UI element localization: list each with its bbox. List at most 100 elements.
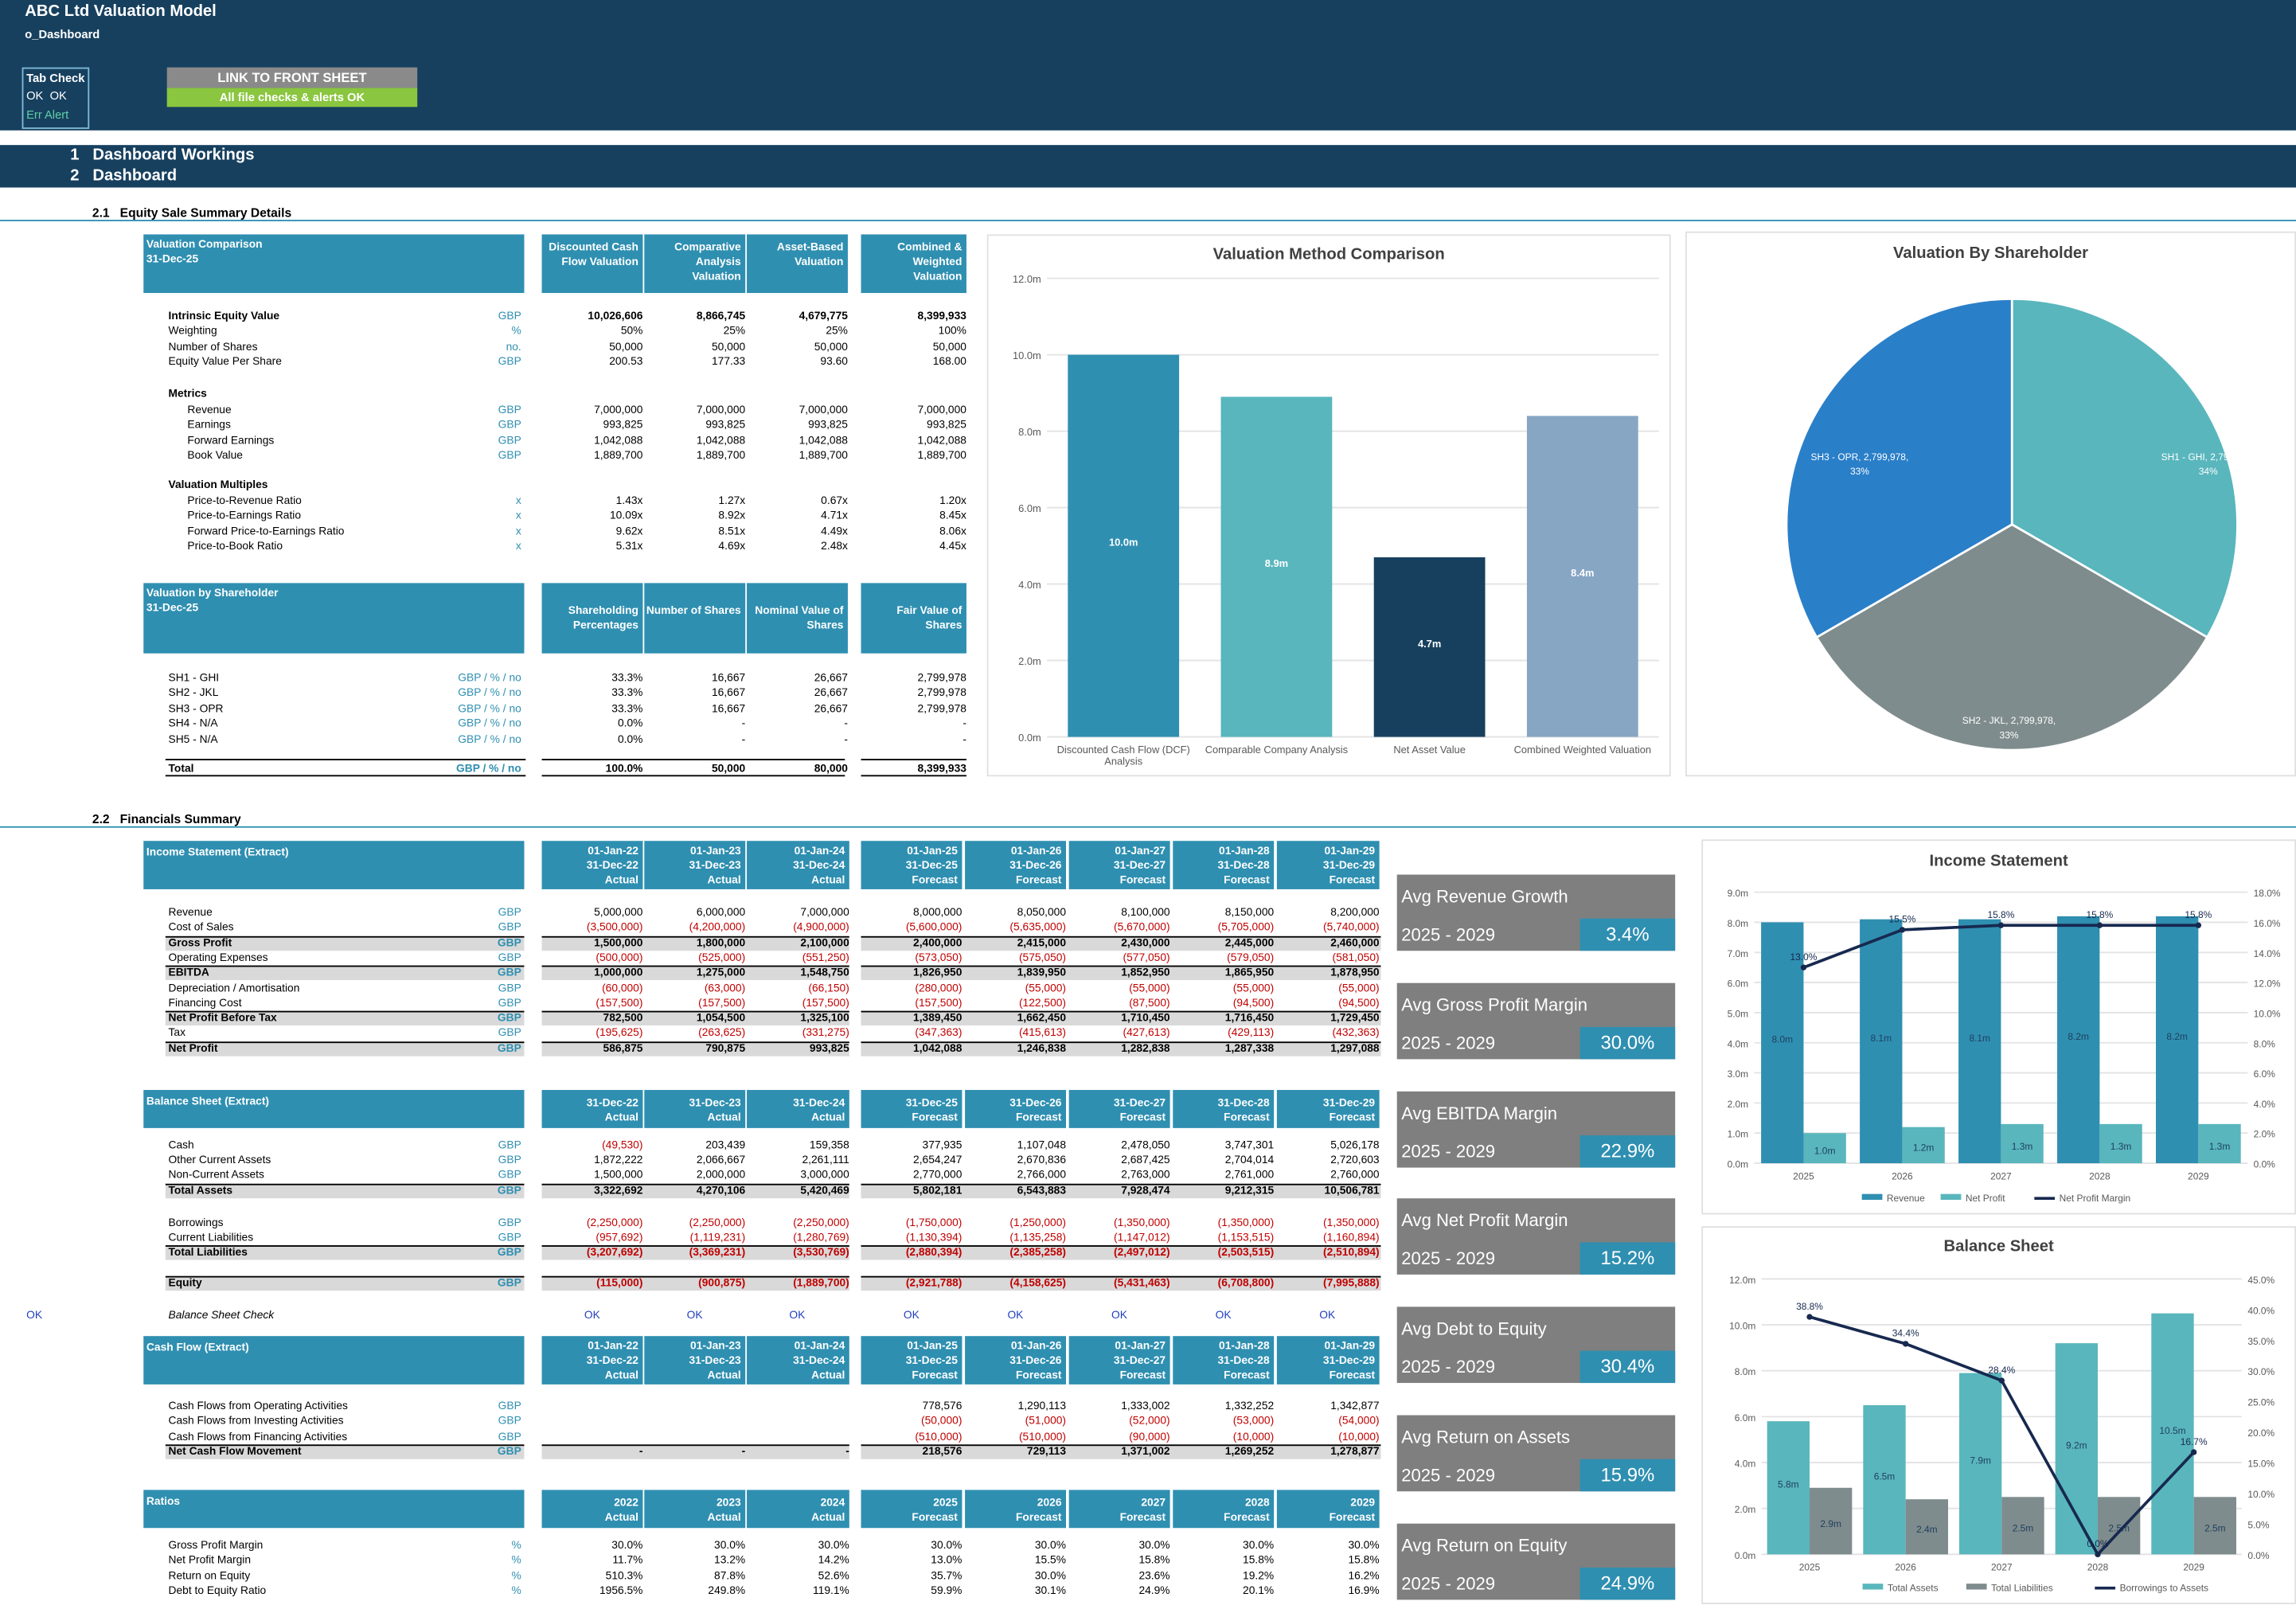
value: 993,825	[809, 1041, 849, 1055]
balance-check-value: OK	[1111, 1308, 1127, 1322]
value: 9,212,315	[1224, 1183, 1275, 1197]
chart-panel-valuation-comparison: Valuation Method Comparison 0.0m 2.0m 4.0m…	[986, 234, 1671, 777]
value: 30.0%	[611, 1538, 643, 1552]
value: 7,000,000	[799, 403, 848, 416]
y2-tick-label: 4.0%	[2254, 1099, 2276, 1110]
unit: GBP	[497, 1010, 521, 1025]
unit: GBP / % / no	[458, 685, 521, 700]
unit: %	[511, 1584, 521, 1598]
value: 4.49x	[821, 524, 848, 537]
nav-item-dashboard[interactable]: 2 Dashboard	[70, 166, 178, 185]
value: (1,350,000)	[1217, 1216, 1275, 1229]
value: 5,420,469	[800, 1183, 849, 1197]
link-to-front-sheet-button[interactable]: LINK TO FRONT SHEET	[166, 67, 418, 88]
value: 8,399,933	[917, 309, 966, 322]
header-text: Forecast	[1329, 1368, 1376, 1382]
value: 80,000	[814, 761, 848, 775]
value: 2,799,978	[917, 670, 966, 685]
value: (347,363)	[915, 1025, 963, 1040]
header-text: Ratios	[146, 1494, 181, 1508]
value: (7,995,888)	[1323, 1275, 1380, 1290]
header-text: Balance Sheet (Extract)	[146, 1094, 270, 1108]
shareholder-col-header: Nominal Value of Shares	[747, 583, 848, 654]
header-text: Actual	[707, 1510, 741, 1524]
value: 1,282,838	[1121, 1041, 1170, 1055]
value: 1,054,500	[696, 1010, 746, 1025]
value: (1,135,258)	[1009, 1230, 1067, 1244]
row-bar	[861, 759, 966, 773]
value: 1,107,048	[1017, 1138, 1067, 1152]
y-tick-label: 0.0m	[1018, 732, 1041, 744]
value: 35.7%	[931, 1568, 963, 1582]
value: (54,000)	[1338, 1414, 1380, 1427]
section-title-2-1: 2.1 Equity Sale Summary Details	[92, 205, 292, 221]
pie-slice	[1785, 297, 2013, 639]
data-label: 8.2m	[2166, 1031, 2188, 1042]
value: (60,000)	[602, 980, 643, 994]
value: 2,761,000	[1224, 1167, 1275, 1181]
header-text: 31-Dec-23	[689, 858, 741, 872]
value: -	[963, 717, 966, 730]
value: 13.0%	[931, 1553, 963, 1567]
cashflow-header-col: 01-Jan-28 31-Dec-28 Forecast	[1173, 1336, 1275, 1385]
row-bar	[165, 759, 526, 773]
value: 7,000,000	[917, 403, 966, 416]
bar	[1958, 1373, 2002, 1555]
legend-swatch	[1862, 1584, 1884, 1590]
total-row-bg	[861, 965, 1381, 981]
value: 6,000,000	[696, 905, 746, 919]
y-tick-label: 8.0m	[1018, 426, 1041, 438]
line-label: 13.0%	[1790, 951, 1818, 963]
header-text: 31-Dec-29	[1322, 1096, 1376, 1109]
unit: GBP	[498, 951, 521, 964]
y-tick-label: 2.0m	[1728, 1099, 1749, 1110]
value: 1.43x	[615, 494, 643, 507]
value: 10,026,606	[588, 309, 643, 322]
value: 30.0%	[1243, 1538, 1275, 1552]
header-text: 01-Jan-24	[794, 843, 845, 857]
pie-slice	[2010, 297, 2239, 639]
header-text: Forecast	[1224, 873, 1270, 887]
ratios-header: Ratios	[143, 1490, 525, 1529]
value: -	[844, 717, 848, 730]
line-label: 28.4%	[1988, 1365, 2015, 1376]
balance-header-col: 31-Dec-25 Forecast	[861, 1090, 963, 1128]
header-text: 31-Dec-24	[793, 858, 845, 872]
value: 16,667	[711, 670, 746, 685]
group-label: Valuation Multiples	[168, 477, 268, 491]
header-text: Forecast	[1119, 1368, 1166, 1382]
value: 1,333,002	[1121, 1399, 1170, 1412]
kpi-range: 2025 - 2029	[1401, 1357, 1496, 1378]
value: (525,000)	[698, 951, 746, 964]
bar	[2055, 1343, 2098, 1555]
row-label: Price-to-Earnings Ratio	[187, 509, 302, 522]
value: 30.0%	[1348, 1538, 1380, 1552]
value: (432,363)	[1332, 1025, 1380, 1040]
value: (427,613)	[1123, 1025, 1170, 1040]
data-label: 2.4m	[1916, 1524, 1938, 1535]
value: 2,654,247	[913, 1153, 963, 1166]
header-text: 31-Dec-22	[586, 1353, 638, 1367]
cashflow-header-col: 01-Jan-24 31-Dec-24 Actual	[747, 1336, 849, 1385]
header-text: 31-Dec-23	[689, 1353, 741, 1367]
value: 20.1%	[1243, 1584, 1275, 1598]
bar	[2099, 1123, 2142, 1164]
unit: x	[515, 509, 521, 522]
section-title-2-2: 2.2 Financials Summary	[92, 811, 241, 826]
value: 5,802,181	[913, 1183, 963, 1197]
y2-tick-label: 18.0%	[2254, 888, 2281, 899]
value: 2,430,000	[1121, 935, 1170, 949]
income-header-col: 01-Jan-27 31-Dec-27 Forecast	[1068, 841, 1170, 889]
unit: %	[511, 1538, 521, 1552]
value: 4,270,106	[696, 1183, 746, 1197]
unit: x	[515, 539, 521, 553]
value: 33.3%	[611, 670, 643, 685]
value: (4,200,000)	[689, 920, 746, 934]
unit: GBP	[497, 1183, 521, 1197]
value: 1,662,450	[1017, 1010, 1067, 1025]
row-label: Revenue	[168, 905, 213, 919]
nav-item-dashboard-workings[interactable]: 1 Dashboard Workings	[70, 146, 255, 165]
kpi-value: 3.4%	[1579, 918, 1676, 951]
unit: %	[511, 1568, 521, 1582]
value: (6,708,800)	[1217, 1275, 1275, 1290]
